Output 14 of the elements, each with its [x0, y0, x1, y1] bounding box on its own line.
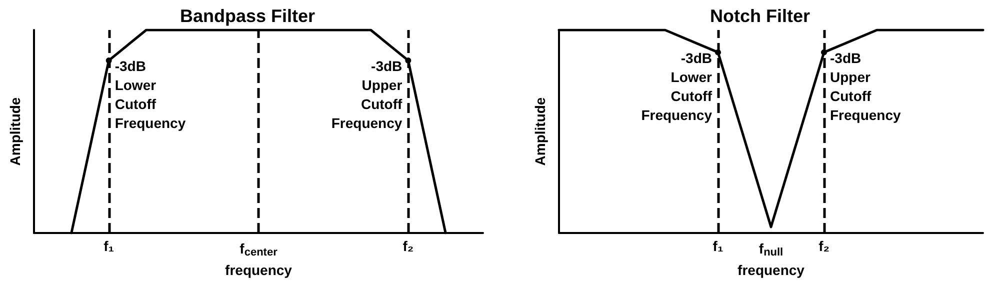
y-axis-title: Amplitude [532, 97, 548, 166]
x-tick-label: f₂ [818, 238, 830, 254]
annotation: -3dB Lower Cutoff Frequency [114, 58, 186, 131]
chart-title: Bandpass Filter [180, 6, 316, 26]
annotation: -3dB Upper Cutoff Frequency [830, 50, 902, 123]
x-tick-label: f₁ [104, 238, 114, 254]
x-tick-label: f₁ [712, 238, 724, 254]
x-tick-label: f₂ [402, 238, 414, 254]
chart-title: Notch Filter [710, 6, 810, 26]
annotation: -3dB Upper Cutoff Frequency [331, 58, 403, 131]
x-axis-title: frequency [738, 262, 805, 278]
annotation: -3dB Lower Cutoff Frequency [641, 50, 713, 123]
y-axis-title: Amplitude [7, 97, 23, 166]
x-axis-title: frequency [225, 262, 292, 278]
